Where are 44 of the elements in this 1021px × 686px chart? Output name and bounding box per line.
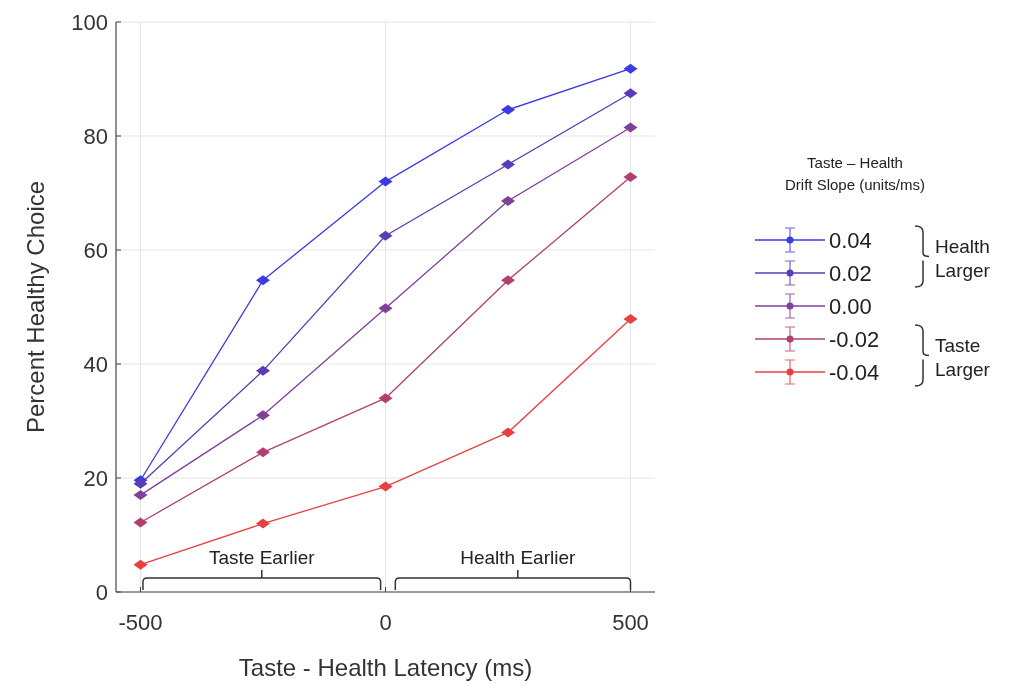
x-tick-label: -500 bbox=[118, 610, 163, 635]
annotation: Health Earlier bbox=[460, 547, 577, 568]
y-tick-label: 80 bbox=[83, 123, 108, 149]
point bbox=[378, 176, 393, 187]
point bbox=[133, 517, 148, 528]
point bbox=[501, 104, 515, 115]
point bbox=[501, 195, 515, 206]
legend-label: 0.04 bbox=[829, 227, 872, 253]
y-tick-label: 20 bbox=[83, 465, 108, 491]
annotation: Taste Earlier bbox=[208, 547, 316, 568]
point bbox=[623, 172, 638, 183]
text: Taste Larger bbox=[935, 334, 991, 380]
point bbox=[501, 427, 515, 438]
point bbox=[623, 122, 638, 133]
point bbox=[378, 481, 393, 492]
point bbox=[623, 313, 638, 324]
y-tick-label: 60 bbox=[83, 237, 108, 263]
point bbox=[623, 88, 638, 99]
y-tick-label: 40 bbox=[83, 351, 108, 377]
point bbox=[256, 447, 270, 458]
point bbox=[378, 230, 393, 241]
y-axis-title: Percent Healthy Choice bbox=[22, 180, 49, 434]
point bbox=[378, 393, 393, 404]
legend-label: 0.02 bbox=[829, 260, 872, 286]
x-tick-label: 0 bbox=[379, 610, 392, 635]
legend-label: -0.02 bbox=[829, 326, 880, 352]
point bbox=[133, 559, 148, 570]
x-axis-title: Taste - Health Latency (ms) bbox=[238, 654, 533, 681]
point bbox=[378, 303, 393, 314]
legend-label: 0.00 bbox=[829, 293, 872, 319]
point bbox=[623, 63, 638, 74]
point bbox=[501, 159, 515, 170]
point bbox=[256, 518, 270, 529]
x-tick-label: 500 bbox=[612, 610, 649, 635]
legend-label: -0.04 bbox=[829, 359, 880, 385]
point bbox=[256, 275, 270, 286]
point bbox=[256, 410, 270, 421]
point bbox=[133, 490, 148, 501]
point bbox=[501, 275, 515, 286]
point bbox=[256, 365, 270, 376]
y-tick-label: 0 bbox=[95, 579, 108, 605]
legend-title: Taste – Health Drift Slope (units/ms) bbox=[784, 154, 926, 193]
y-tick-label: 100 bbox=[71, 9, 108, 35]
text: Health Larger bbox=[935, 235, 991, 281]
